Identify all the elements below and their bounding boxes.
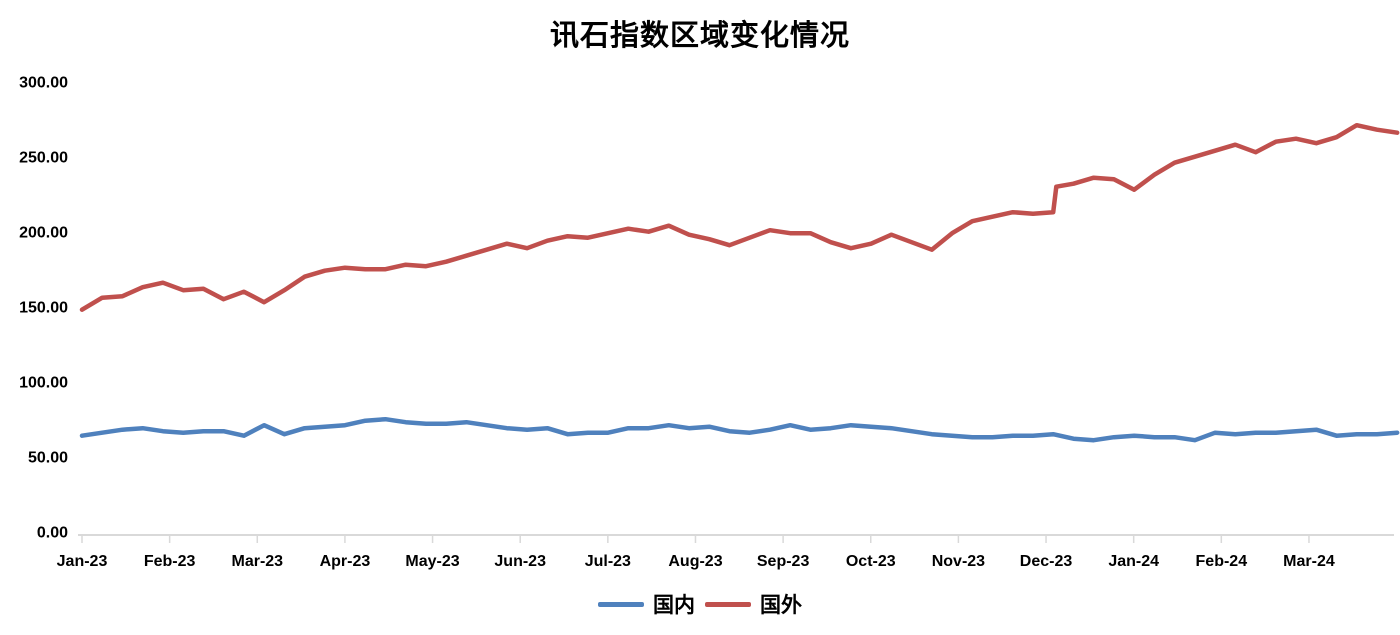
x-axis-label: Aug-23 <box>668 553 722 570</box>
series-line-domestic <box>79 416 1400 443</box>
x-axis-label: Mar-23 <box>231 553 283 570</box>
series-line-foreign <box>79 122 1400 312</box>
y-axis-label: 250.00 <box>19 150 68 167</box>
x-axis-label: Feb-24 <box>1196 553 1248 570</box>
x-axis-label: Apr-23 <box>320 553 371 570</box>
x-axis-label: Jul-23 <box>585 553 631 570</box>
chart-title: 讯石指数区域变化情况 <box>549 20 850 52</box>
y-axis-label: 50.00 <box>28 450 68 467</box>
x-axis-label: Dec-23 <box>1020 553 1073 570</box>
x-axis-label: Oct-23 <box>846 553 896 570</box>
legend-label: 国内 <box>653 593 695 617</box>
x-axis-label: Jan-23 <box>57 553 108 570</box>
x-axis-label: Feb-23 <box>144 553 196 570</box>
legend-label: 国外 <box>760 593 802 617</box>
legend-item-foreign: 国外 <box>705 589 802 619</box>
legend-line-swatch <box>705 601 751 607</box>
x-axis-label: Mar-24 <box>1283 553 1335 570</box>
legend-line-swatch <box>598 601 644 607</box>
x-axis-label: Nov-23 <box>932 553 985 570</box>
y-axis-label: 100.00 <box>19 375 68 392</box>
y-axis-label: 200.00 <box>19 225 68 242</box>
y-axis-label: 150.00 <box>19 300 68 317</box>
legend: 国内 国外 <box>0 589 1400 619</box>
x-axis-label: Jun-23 <box>494 553 546 570</box>
y-axis-label: 0.00 <box>37 525 68 542</box>
x-axis-label: Jan-24 <box>1108 553 1159 570</box>
x-axis-label: May-23 <box>405 553 459 570</box>
legend-item-domestic: 国内 <box>598 589 695 619</box>
y-axis-label: 300.00 <box>19 75 68 92</box>
x-axis-label: Sep-23 <box>757 553 810 570</box>
